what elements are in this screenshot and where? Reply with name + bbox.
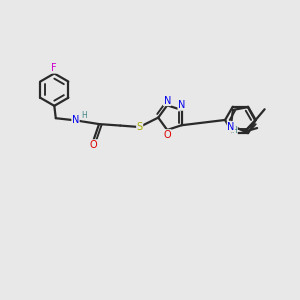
- Text: N: N: [72, 115, 79, 125]
- Text: N: N: [178, 100, 185, 110]
- Text: H: H: [82, 111, 87, 120]
- Text: N: N: [227, 122, 235, 132]
- Text: O: O: [90, 140, 98, 150]
- Text: S: S: [136, 122, 143, 132]
- Text: H: H: [232, 127, 237, 136]
- Text: F: F: [52, 63, 57, 73]
- Text: N: N: [164, 96, 171, 106]
- Text: O: O: [164, 130, 171, 140]
